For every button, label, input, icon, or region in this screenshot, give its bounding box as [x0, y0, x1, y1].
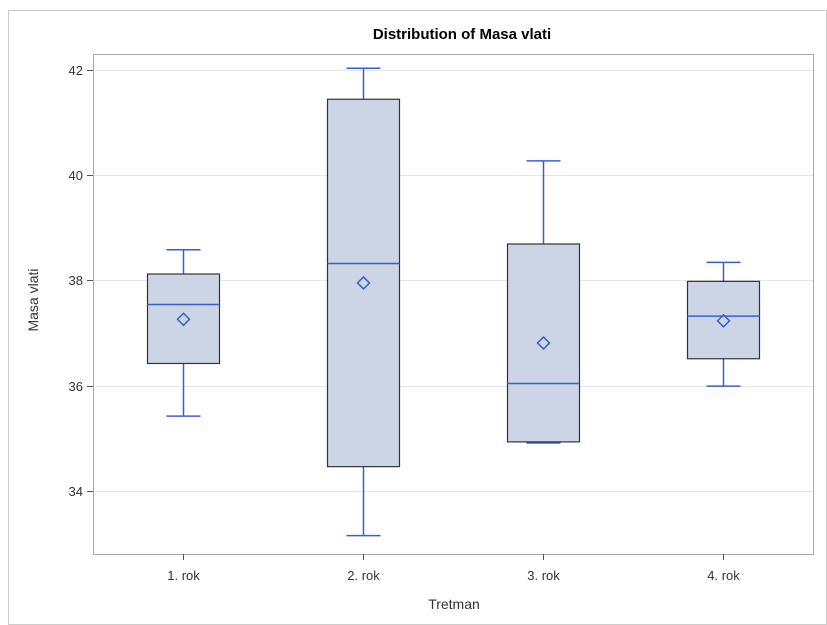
y-tick-label: 36	[69, 379, 83, 394]
y-tick-label: 40	[69, 168, 83, 183]
mean-marker	[536, 335, 551, 351]
y-axis-ticks: 34 36 38 40 42	[69, 63, 93, 499]
iqr-box	[506, 243, 581, 443]
y-tick-label: 38	[69, 273, 83, 288]
x-tick-label: 1. rok	[167, 568, 200, 583]
box-group	[326, 67, 401, 537]
x-axis-label: Tretman	[428, 596, 480, 612]
box-group	[146, 249, 221, 417]
x-tick-label: 2. rok	[347, 568, 380, 583]
mean-marker	[716, 313, 731, 328]
iqr-box	[146, 273, 221, 365]
y-axis-label: Masa vlati	[25, 268, 41, 331]
plot-frame	[93, 54, 814, 555]
y-tick-label: 42	[69, 63, 83, 78]
y-tick-label: 34	[69, 484, 83, 499]
mean-marker	[176, 312, 191, 327]
box-group	[506, 160, 581, 444]
x-tick-label: 3. rok	[527, 568, 560, 583]
mean-marker	[356, 275, 371, 291]
iqr-box	[326, 98, 401, 468]
box-group	[686, 261, 761, 387]
x-tick-label: 4. rok	[707, 568, 740, 583]
chart-title: Distribution of Masa vlati	[373, 26, 551, 43]
box-plot-series	[146, 67, 761, 537]
iqr-box	[686, 280, 761, 360]
x-axis-ticks: 1. rok 2. rok 3. rok 4. rok	[167, 554, 740, 583]
